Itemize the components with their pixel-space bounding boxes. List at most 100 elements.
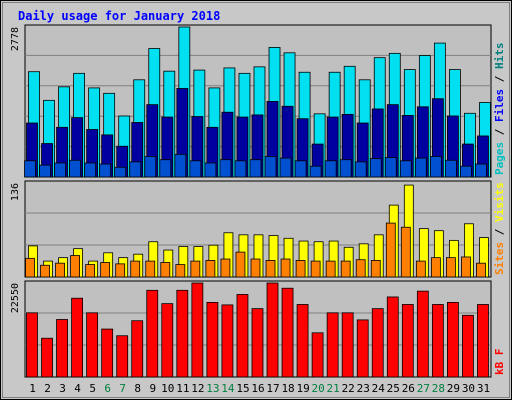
- day-label-23: 23: [357, 382, 370, 395]
- legend-part: /: [493, 222, 506, 242]
- legend-hits: Pages / Files / Hits: [493, 43, 506, 176]
- bar-pages-day-19: [294, 160, 307, 178]
- bar-kb-f-day-15: [236, 294, 249, 378]
- day-label-16: 16: [251, 382, 264, 395]
- bar-pages-day-5: [84, 162, 97, 178]
- bar-pages-day-21: [324, 160, 337, 178]
- legend-part: Visits: [493, 182, 506, 222]
- bar-sites-day-25: [385, 222, 396, 278]
- bar-pages-day-8: [129, 161, 142, 178]
- bar-sites-day-22: [340, 260, 351, 278]
- bar-pages-day-17: [264, 156, 277, 178]
- day-label-3: 3: [59, 382, 66, 395]
- legend-part: /: [493, 122, 506, 142]
- bar-kb-f-day-24: [371, 308, 384, 378]
- bar-pages-day-1: [24, 160, 36, 178]
- bar-pages-day-24: [369, 158, 382, 178]
- day-label-27: 27: [417, 382, 430, 395]
- bar-sites-day-26: [400, 226, 411, 278]
- bar-pages-day-15: [234, 160, 247, 178]
- bar-kb-f-day-29: [447, 301, 459, 378]
- bar-kb-f-day-12: [191, 282, 204, 378]
- day-label-21: 21: [327, 382, 340, 395]
- bar-kb-f-day-1: [26, 312, 38, 378]
- bar-kb-f-day-22: [341, 312, 354, 378]
- bar-kb-f-day-10: [161, 303, 174, 378]
- day-label-25: 25: [387, 382, 400, 395]
- y-max-label-kbytes: 22550: [10, 283, 21, 313]
- bar-pages-day-4: [69, 159, 81, 178]
- bar-kb-f-day-28: [431, 304, 444, 378]
- day-label-1: 1: [29, 382, 36, 395]
- bar-pages-day-23: [354, 161, 367, 178]
- bar-pages-day-27: [414, 157, 427, 178]
- bar-pages-day-12: [189, 160, 202, 178]
- day-label-5: 5: [89, 382, 96, 395]
- bar-sites-day-20: [310, 260, 321, 278]
- day-label-26: 26: [402, 382, 415, 395]
- bar-kb-f-day-4: [71, 297, 83, 378]
- day-label-12: 12: [191, 382, 204, 395]
- bar-kb-f-day-27: [416, 290, 429, 378]
- bar-sites-day-27: [415, 260, 426, 278]
- day-label-17: 17: [266, 382, 279, 395]
- bar-kb-f-day-8: [131, 320, 144, 378]
- bar-sites-day-6: [100, 262, 111, 278]
- legend-part: /: [493, 69, 506, 89]
- day-label-13: 13: [206, 382, 219, 395]
- bar-kb-f-day-25: [386, 296, 399, 378]
- day-label-28: 28: [432, 382, 445, 395]
- bar-kb-f-day-5: [86, 312, 99, 378]
- day-label-4: 4: [74, 382, 81, 395]
- legend-part: Pages: [493, 142, 506, 175]
- bar-pages-day-20: [309, 165, 322, 178]
- bar-pages-day-28: [429, 156, 442, 178]
- bar-sites-day-14: [220, 258, 231, 278]
- bar-pages-day-22: [339, 159, 352, 178]
- chart-title: Daily usage for January 2018: [18, 9, 220, 23]
- day-label-11: 11: [176, 382, 189, 395]
- bar-pages-day-29: [445, 159, 457, 178]
- bar-sites-day-18: [280, 258, 291, 278]
- bar-kb-f-day-31: [477, 304, 489, 378]
- bar-pages-day-13: [204, 162, 217, 178]
- legend-visits: Sites / Visits: [493, 182, 506, 275]
- bar-sites-day-31: [476, 262, 486, 278]
- day-label-14: 14: [221, 382, 235, 395]
- panel-hits: 2778 Pages / Files / Hits: [10, 24, 506, 178]
- day-label-20: 20: [312, 382, 325, 395]
- bar-sites-day-2: [40, 264, 50, 278]
- bar-sites-day-11: [175, 264, 186, 278]
- bar-pages-day-7: [114, 166, 127, 178]
- legend-part: kB F: [493, 349, 506, 376]
- day-label-29: 29: [447, 382, 460, 395]
- bar-kb-f-day-26: [401, 304, 414, 378]
- bar-sites-day-30: [461, 256, 471, 278]
- bar-kb-f-day-23: [356, 319, 369, 378]
- bar-sites-day-5: [85, 264, 96, 278]
- bar-kb-f-day-6: [101, 328, 114, 378]
- day-label-19: 19: [296, 382, 309, 395]
- bar-sites-day-12: [190, 260, 201, 278]
- legend-part: Files: [493, 89, 506, 122]
- panel-kbytes: 22550 kB F: [10, 280, 506, 378]
- day-label-2: 2: [44, 382, 51, 395]
- day-label-22: 22: [342, 382, 355, 395]
- bar-sites-day-10: [160, 262, 171, 278]
- day-label-10: 10: [161, 382, 174, 395]
- bar-sites-day-3: [55, 262, 65, 278]
- bar-sites-day-15: [235, 251, 246, 278]
- day-axis: 1 2 3 4 5 6 7 8 9 10 11 12 13 14 15 16 17 18 19 20 21 22 23 24 2…: [29, 382, 490, 395]
- bar-kb-f-day-20: [311, 332, 324, 378]
- bar-sites-day-7: [115, 263, 126, 278]
- bar-kb-f-day-30: [462, 314, 474, 378]
- day-label-15: 15: [236, 382, 249, 395]
- day-label-6: 6: [104, 382, 111, 395]
- bar-kb-f-day-21: [326, 312, 339, 378]
- bar-sites-day-24: [370, 260, 381, 278]
- bar-pages-day-2: [39, 164, 51, 178]
- day-label-18: 18: [281, 382, 294, 395]
- day-label-31: 31: [477, 382, 490, 395]
- bar-sites-day-21: [325, 260, 336, 278]
- bar-pages-day-18: [279, 157, 292, 178]
